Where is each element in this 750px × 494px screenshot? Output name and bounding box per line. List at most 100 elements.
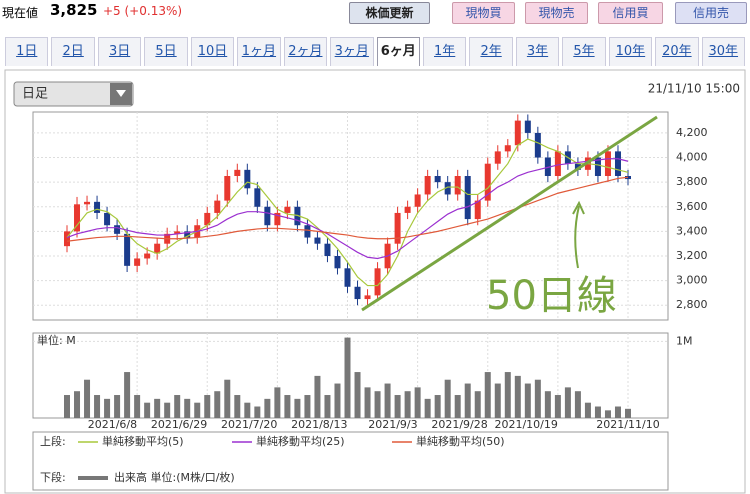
- volume-bar: [374, 391, 381, 418]
- volume-bar: [354, 372, 361, 418]
- x-tick-label: 2021/8/13: [291, 418, 347, 431]
- candle-body: [214, 200, 221, 213]
- candle-body: [554, 151, 561, 176]
- candle-body: [124, 233, 131, 266]
- volume-bar: [164, 402, 171, 418]
- period-tab[interactable]: 1ヶ月: [237, 37, 281, 66]
- x-tick-label: 2021/7/20: [221, 418, 277, 431]
- period-tab[interactable]: 2ヶ月: [283, 37, 328, 66]
- period-tab[interactable]: 10年: [608, 37, 653, 66]
- volume-bar: [114, 395, 121, 418]
- y-tick-label: 3,800: [676, 175, 708, 188]
- candle-body: [84, 201, 91, 205]
- header-button[interactable]: 信用買: [598, 2, 663, 24]
- candle-body: [224, 176, 231, 201]
- volume-bar: [534, 379, 541, 418]
- candle-body: [274, 212, 281, 226]
- volume-bar: [304, 395, 311, 418]
- y-tick-label: 4,000: [676, 151, 708, 164]
- volume-bar: [614, 406, 621, 418]
- volume-bar: [584, 402, 591, 418]
- candle-body: [404, 206, 411, 213]
- period-tab[interactable]: 6ヶ月: [376, 37, 420, 66]
- period-tab[interactable]: 2年: [469, 37, 513, 66]
- volume-bar: [284, 395, 291, 418]
- candle-body: [354, 286, 361, 300]
- y-tick-label: 3,600: [676, 200, 708, 213]
- moving-average-line: [66, 138, 629, 287]
- volume-bar: [204, 395, 211, 418]
- period-tab[interactable]: 3ヶ月: [330, 37, 374, 66]
- candle-body: [394, 212, 401, 244]
- candle-body: [204, 212, 211, 226]
- volume-bar: [294, 398, 301, 418]
- y-tick-label: 3,400: [676, 224, 708, 237]
- volume-bar: [604, 410, 611, 418]
- x-tick-label: 2021/9/3: [368, 418, 417, 431]
- candle-body: [264, 206, 271, 226]
- header-button[interactable]: 現物売: [525, 2, 588, 24]
- candle-body: [504, 145, 511, 152]
- period-tab[interactable]: 5日: [144, 37, 188, 66]
- period-select[interactable]: [13, 81, 134, 107]
- price-frame: [32, 111, 669, 321]
- y-tick-label: 2,800: [676, 298, 708, 311]
- volume-bar: [344, 337, 351, 418]
- legend-label: 下段:: [40, 470, 66, 484]
- volume-bar: [94, 395, 101, 418]
- candle-body: [284, 206, 291, 213]
- price-change: +5 (+0.13%): [103, 4, 183, 18]
- volume-bar: [414, 387, 421, 418]
- volume-bar: [474, 391, 481, 418]
- period-tab[interactable]: 3日: [97, 37, 142, 66]
- candle-body: [344, 268, 351, 287]
- candle-body: [304, 225, 311, 238]
- volume-bar: [544, 391, 551, 418]
- volume-bar: [484, 372, 491, 418]
- header-button[interactable]: 株価更新: [349, 2, 430, 24]
- candle-body: [184, 231, 191, 238]
- candle-body: [114, 225, 121, 234]
- header-button[interactable]: 現物買: [452, 2, 515, 24]
- candle-body: [534, 132, 541, 158]
- candle-body: [594, 157, 601, 176]
- price-label: 現在値: [2, 6, 39, 20]
- period-tab[interactable]: 30年: [701, 37, 745, 66]
- annotation-arrowhead: [572, 200, 585, 215]
- period-tab[interactable]: 20年: [655, 37, 699, 66]
- candle-body: [74, 204, 81, 232]
- period-tab[interactable]: 5年: [562, 37, 606, 66]
- volume-bar: [184, 398, 191, 418]
- candle-body: [474, 200, 481, 220]
- candle-body: [414, 194, 421, 207]
- volume-bar: [144, 402, 151, 418]
- x-tick-label: 2021/10/19: [494, 418, 557, 431]
- candle-body: [574, 163, 581, 170]
- candle-body: [464, 176, 471, 220]
- candle-body: [614, 151, 621, 176]
- period-tab[interactable]: 10日: [190, 37, 235, 66]
- volume-bar: [174, 395, 181, 418]
- header-button[interactable]: 信用売: [675, 2, 747, 24]
- legend-entry: 出来高 単位:(M株/口/枚): [114, 470, 235, 484]
- volume-bar: [314, 375, 321, 418]
- period-tab[interactable]: 1日: [5, 37, 49, 66]
- x-tick-label: 2021/6/8: [88, 418, 137, 431]
- period-tab[interactable]: 2日: [51, 37, 95, 66]
- period-tab[interactable]: 1年: [422, 37, 467, 66]
- volume-bar: [464, 383, 471, 418]
- volume-bar: [554, 395, 561, 418]
- volume-bar: [234, 395, 241, 418]
- legend-entry: 単純移動平均(25): [256, 434, 345, 448]
- volume-bar: [625, 408, 631, 418]
- moving-average-line: [66, 176, 629, 242]
- candle-body: [434, 176, 441, 183]
- moving-average-line: [66, 158, 629, 260]
- candle-body: [94, 201, 101, 213]
- x-tick-label: 2021/11/10: [596, 418, 659, 431]
- volume-bar: [494, 383, 501, 418]
- period-tab[interactable]: 3年: [515, 37, 560, 66]
- candle-body: [154, 243, 161, 254]
- x-tick-label: 2021/6/29: [151, 418, 207, 431]
